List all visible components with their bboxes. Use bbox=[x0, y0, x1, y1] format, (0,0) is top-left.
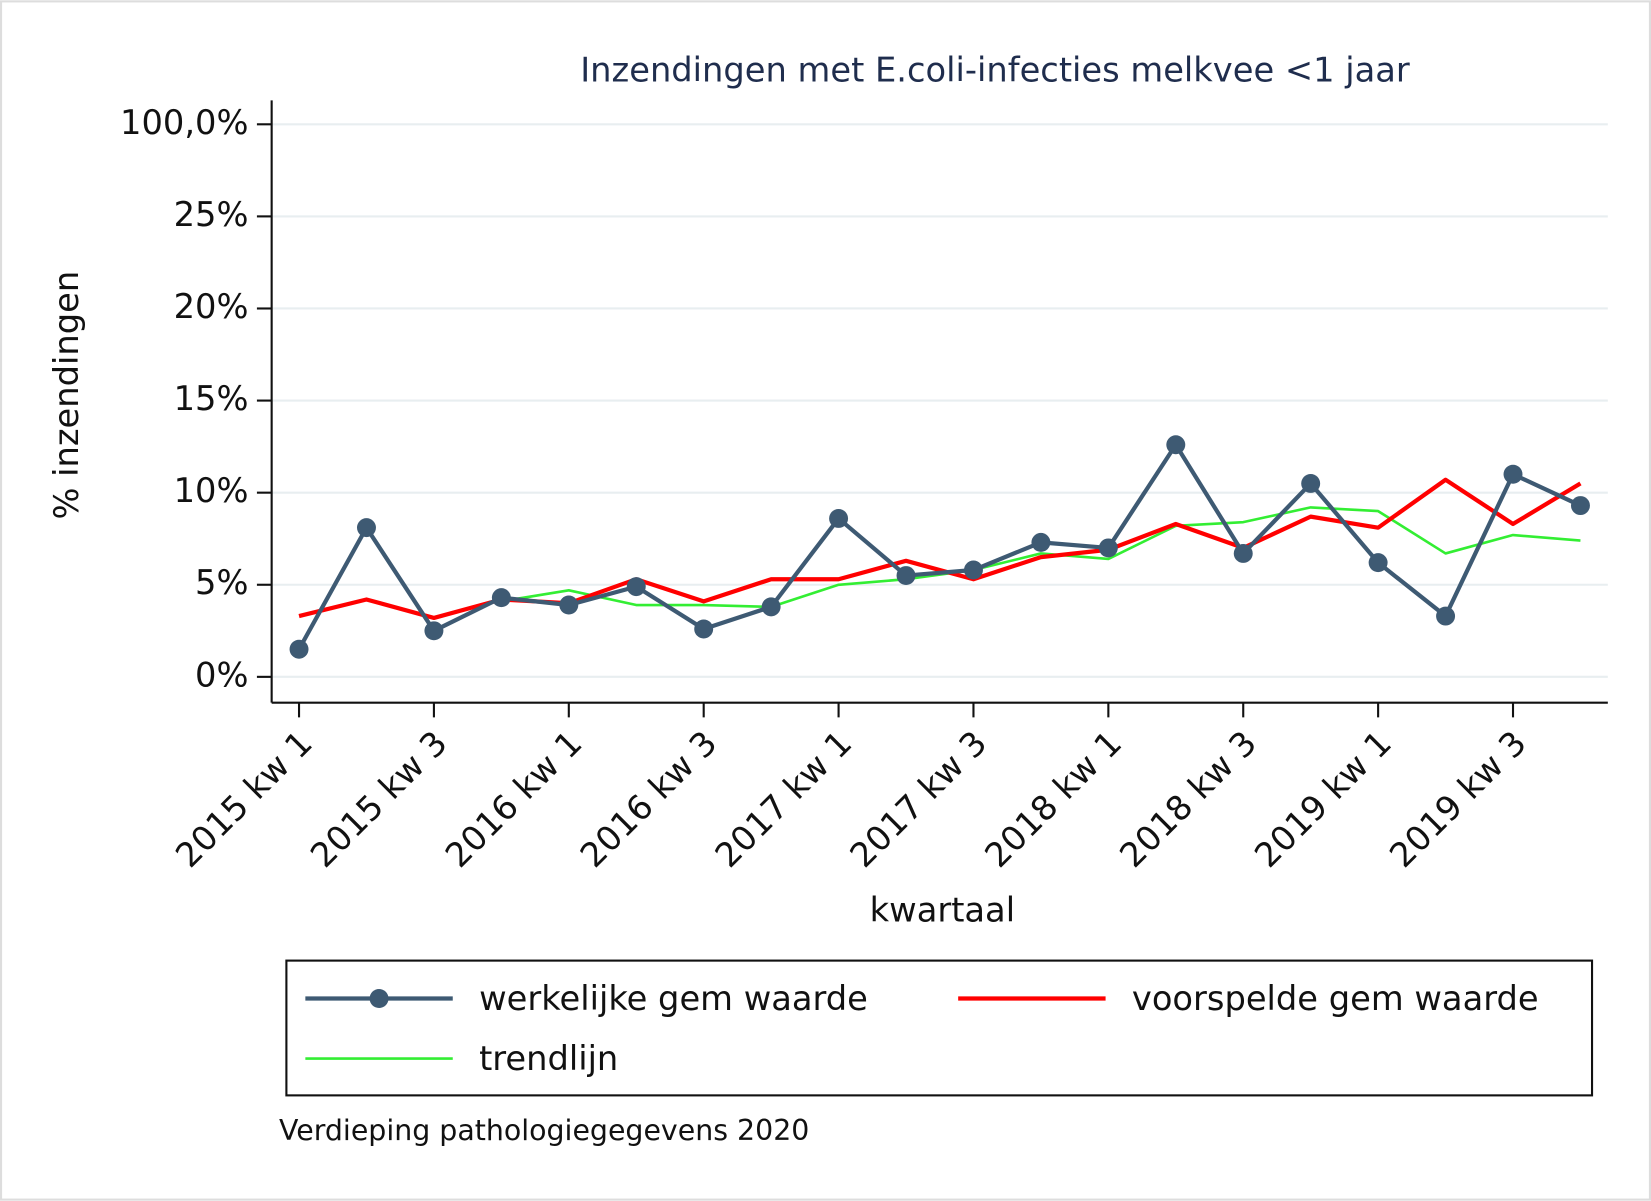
x-axis-label: kwartaal bbox=[870, 891, 1015, 930]
legend-label: werkelijke gem waarde bbox=[479, 979, 868, 1018]
y-tick-label: 10% bbox=[174, 471, 249, 510]
data-point bbox=[896, 566, 916, 586]
legend-marker bbox=[369, 989, 389, 1008]
data-point bbox=[1436, 606, 1456, 626]
data-point bbox=[559, 595, 579, 615]
y-tick-label: 100,0% bbox=[120, 103, 248, 142]
data-point bbox=[1570, 496, 1590, 516]
data-point bbox=[694, 619, 714, 639]
data-point bbox=[1503, 464, 1523, 484]
y-tick-label: 5% bbox=[195, 563, 248, 602]
data-point bbox=[963, 560, 983, 580]
legend-label: trendlijn bbox=[479, 1039, 618, 1078]
y-tick-label: 20% bbox=[174, 287, 249, 326]
footnote: Verdieping pathologiegegevens 2020 bbox=[279, 1114, 809, 1147]
legend-label: voorspelde gem waarde bbox=[1132, 979, 1539, 1018]
data-point bbox=[626, 577, 646, 597]
data-point bbox=[1031, 532, 1051, 552]
y-tick-label: 15% bbox=[174, 379, 249, 418]
data-point bbox=[1233, 543, 1253, 563]
data-point bbox=[289, 639, 309, 659]
chart-title: Inzendingen met E.coli-infecties melkvee… bbox=[580, 50, 1410, 89]
data-point bbox=[491, 588, 511, 608]
data-point bbox=[1166, 435, 1186, 455]
y-tick-label: 0% bbox=[195, 655, 248, 694]
data-point bbox=[761, 597, 781, 617]
series-line bbox=[501, 506, 1581, 609]
data-point bbox=[1301, 473, 1321, 493]
data-point bbox=[356, 518, 376, 538]
y-tick-label: 25% bbox=[174, 195, 249, 234]
series-line bbox=[297, 442, 1582, 651]
y-axis-label: % inzendingen bbox=[47, 271, 86, 520]
data-point bbox=[424, 621, 444, 641]
legend-box bbox=[285, 959, 1594, 1097]
data-point bbox=[1098, 538, 1118, 558]
data-point bbox=[829, 508, 849, 528]
data-point bbox=[1368, 553, 1388, 573]
